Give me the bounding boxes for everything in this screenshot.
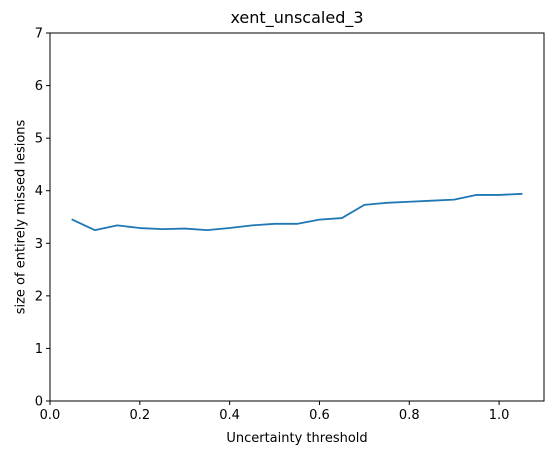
y-tick-label: 0 [35,395,43,410]
series-line [71,192,523,232]
y-tick-label: 3 [35,237,43,252]
y-tick-label: 5 [35,132,43,147]
y-axis-ticks: 0 1 2 3 4 5 6 7 [35,27,50,410]
x-tick-label: 0.8 [399,408,420,423]
x-tick-label: 0.2 [129,408,150,423]
chart-title: xent_unscaled_3 [230,8,363,28]
y-axis-label: size of entirely missed lesions [14,119,29,314]
x-tick-label: 1.0 [489,408,510,423]
y-tick-label: 4 [35,184,43,199]
y-tick-label: 1 [35,342,43,357]
series-layer [71,192,523,232]
x-axis-label: Uncertainty threshold [226,431,367,446]
y-tick-label: 7 [35,27,43,42]
plot-frame [49,32,545,402]
x-tick-label: 0.0 [40,408,61,423]
y-tick-label: 2 [35,289,43,304]
x-tick-label: 0.6 [309,408,330,423]
x-axis-ticks: 0.0 0.2 0.4 0.6 0.8 1.0 [40,401,510,423]
x-tick-label: 0.4 [219,408,240,423]
y-tick-label: 6 [35,79,43,94]
